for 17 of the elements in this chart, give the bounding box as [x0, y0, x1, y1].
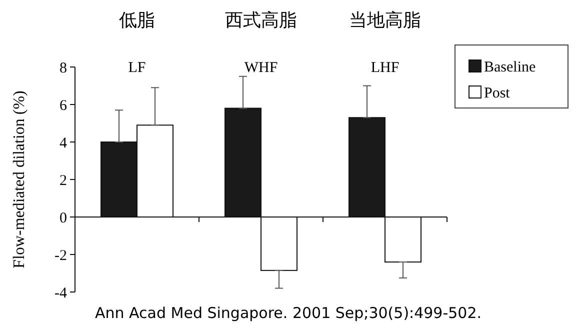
text: Ann Acad Med Singapore. 2001 Sep;30(5):499-502. — [95, 304, 482, 322]
y-tick-label: 6 — [60, 98, 68, 114]
y-tick-label: 0 — [60, 210, 67, 226]
y-tick-label: -2 — [54, 248, 67, 264]
text: 低脂 — [119, 10, 155, 31]
y-axis-title: Flow-mediated dilation (%) — [11, 90, 28, 268]
legend-label: Post — [484, 85, 511, 102]
x-tick-label: LF — [128, 60, 146, 76]
x-tick-label: LHF — [370, 60, 400, 76]
x-tick-label: WHF — [244, 60, 278, 76]
text: 当地高脂 — [349, 10, 421, 31]
legend-label: Baseline — [484, 59, 536, 76]
y-tick-label: 2 — [60, 172, 67, 189]
y-tick-label: 4 — [60, 135, 68, 152]
text: 西式高脂 — [225, 10, 297, 31]
y-tick-label: 8 — [60, 60, 67, 76]
y-tick-label: -4 — [54, 285, 68, 302]
